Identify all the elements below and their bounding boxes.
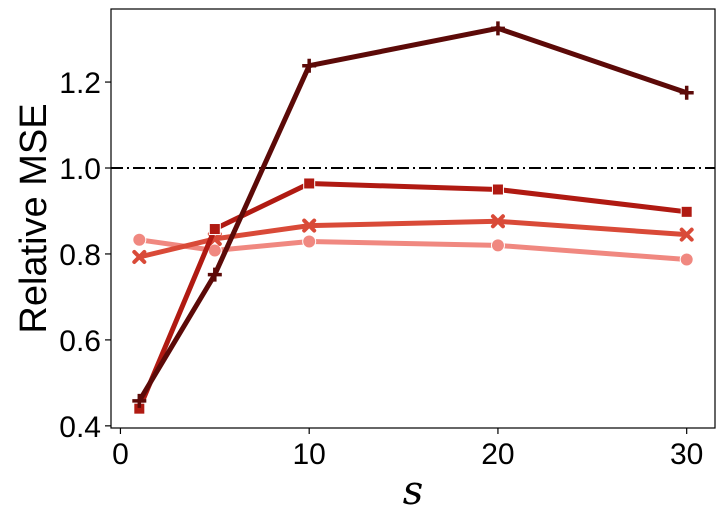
- series-1-point: [490, 238, 505, 253]
- series-2: [132, 214, 694, 264]
- series-1-point: [132, 232, 147, 247]
- series-3-point: [491, 183, 504, 196]
- x-axis-label: s: [403, 468, 424, 514]
- plot-frame: [110, 8, 716, 429]
- series-4-point: [302, 58, 317, 73]
- series-2-point: [302, 218, 317, 233]
- plot-area: [111, 21, 715, 415]
- series-3-point: [680, 205, 693, 218]
- axes: 0 10 20 30 0.4 0.6 0.8 1.0 1.2: [59, 67, 703, 471]
- series-3-line: [136, 181, 690, 412]
- series-4: [132, 21, 694, 408]
- series-4-point: [132, 393, 147, 408]
- y-tick-label: 1.0: [59, 153, 101, 186]
- series-4-point: [679, 85, 694, 100]
- x-tick-label: 20: [481, 438, 514, 471]
- series-1-point: [302, 234, 317, 249]
- series-2-point: [679, 227, 694, 242]
- series-1-point: [679, 252, 694, 267]
- x-tick-label: 30: [670, 438, 703, 471]
- series-4-point: [490, 21, 505, 36]
- series-3: [133, 177, 693, 415]
- series-2-point: [132, 249, 147, 264]
- y-tick-label: 0.6: [59, 325, 101, 358]
- x-tick-label: 0: [112, 438, 129, 471]
- y-tick-label: 0.4: [59, 411, 101, 444]
- y-tick-label: 1.2: [59, 67, 101, 100]
- series-4-line: [136, 25, 690, 404]
- y-axis-label: Relative MSE: [13, 103, 55, 333]
- series-2-point: [490, 214, 505, 229]
- series-3-point: [303, 177, 316, 190]
- y-tick-label: 0.8: [59, 239, 101, 272]
- x-tick-label: 10: [293, 438, 326, 471]
- series-4-point: [207, 267, 222, 282]
- series-3-point: [208, 223, 221, 236]
